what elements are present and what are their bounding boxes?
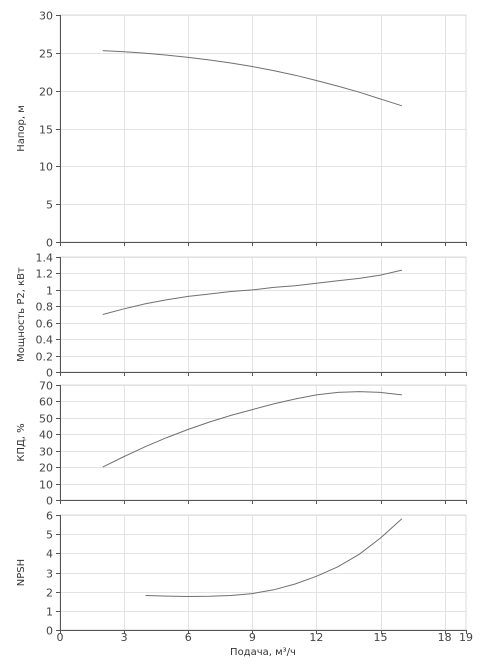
y-tick-label: 0 xyxy=(46,625,53,638)
y-axis-label: Мощность P2, кВт xyxy=(16,267,27,362)
series-line-power xyxy=(102,269,403,315)
y-tick-label: 5 xyxy=(46,199,53,212)
series-line-npsh xyxy=(145,518,403,598)
series-line-head xyxy=(102,50,403,107)
y-tick-label: 60 xyxy=(39,396,53,409)
y-axis-label: КПД, % xyxy=(16,423,27,461)
y-tick-label: 5 xyxy=(46,529,53,542)
y-tick-label: 0.2 xyxy=(36,351,54,364)
y-tick-label: 10 xyxy=(39,479,53,492)
panel-head: 0 5 10 15 20 25 30 Напор, м xyxy=(16,10,467,250)
y-tick-label: 0 xyxy=(46,237,53,250)
x-tick-label: 9 xyxy=(249,631,256,644)
y-axis-label: NPSH xyxy=(16,559,27,586)
y-tick-label: 0 xyxy=(46,367,53,380)
y-tick-label: 1.2 xyxy=(36,268,54,281)
y-tick-label: 10 xyxy=(39,161,53,174)
panel-frame xyxy=(59,514,467,631)
y-tick-label: 0.6 xyxy=(36,318,54,331)
panel-frame xyxy=(59,14,467,243)
x-axis-label: Подача, м³/ч xyxy=(230,647,296,658)
panel-efficiency: 0 10 20 30 40 50 60 70 КПД, % xyxy=(16,380,467,508)
y-tick-label: 2 xyxy=(46,587,53,600)
y-tick-label: 6 xyxy=(46,510,53,523)
x-tick-label: 12 xyxy=(309,631,323,644)
y-tick-label: 1 xyxy=(46,285,53,298)
y-tick-label: 0 xyxy=(46,495,53,508)
x-tick-label: 6 xyxy=(185,631,192,644)
y-tick-label: 1.4 xyxy=(36,252,54,265)
x-tick-label: 19 xyxy=(459,631,473,644)
y-tick-label: 4 xyxy=(46,548,53,561)
panel-npsh: 0 1 2 3 4 5 6 NPSH xyxy=(16,510,467,638)
y-tick-label: 20 xyxy=(39,86,53,99)
x-tick-label: 3 xyxy=(121,631,128,644)
y-tick-label: 15 xyxy=(39,124,53,137)
panel-frame xyxy=(59,384,467,501)
y-tick-label: 50 xyxy=(39,413,53,426)
x-tick-label: 15 xyxy=(374,631,388,644)
x-tick-label: 0 xyxy=(57,631,64,644)
y-axis-label: Напор, м xyxy=(16,105,27,152)
y-tick-label: 20 xyxy=(39,462,53,475)
y-tick-label: 3 xyxy=(46,568,53,581)
y-tick-label: 0.4 xyxy=(36,334,54,347)
x-tick-label: 18 xyxy=(438,631,452,644)
y-tick-label: 0.8 xyxy=(36,301,54,314)
y-tick-label: 40 xyxy=(39,429,53,442)
y-tick-label: 25 xyxy=(39,48,53,61)
panel-power: 0 0.2 0.4 0.6 0.8 1 1.2 1.4 Мощность P2, кВт xyxy=(16,252,467,380)
series-line-efficiency xyxy=(102,391,402,468)
y-tick-label: 30 xyxy=(39,446,53,459)
y-tick-label: 70 xyxy=(39,380,53,393)
panel-frame xyxy=(59,256,467,373)
y-tick-label: 30 xyxy=(39,10,53,23)
y-tick-label: 1 xyxy=(46,606,53,619)
